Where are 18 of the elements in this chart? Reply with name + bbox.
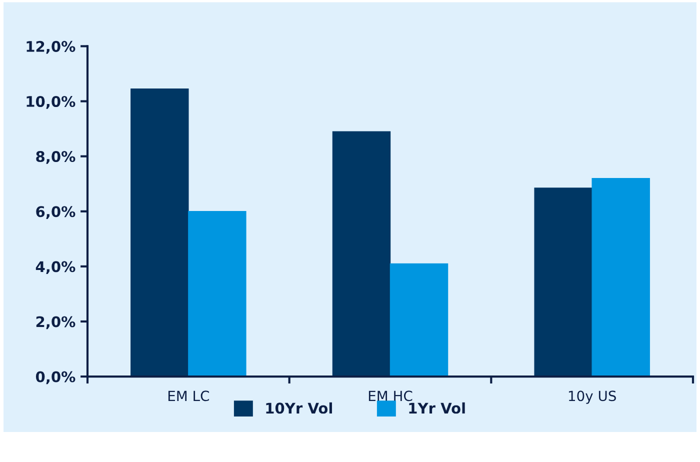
x-tick-label: 10y US: [568, 390, 616, 404]
y-tick-label: 8,0%: [36, 151, 76, 164]
y-tick-label: 2,0%: [36, 316, 76, 330]
bar: [188, 211, 246, 377]
bar: [390, 263, 448, 377]
x-tick-label: EM LC: [168, 390, 209, 402]
bar: [592, 178, 650, 377]
y-tick-label: 4,0%: [36, 261, 76, 274]
x-tick-label: EM HC: [368, 390, 412, 402]
y-tick-label: 0,0%: [36, 371, 76, 384]
legend-label: 10Yr Vol: [266, 402, 332, 414]
bar: [130, 88, 189, 377]
y-tick-label: 6,0%: [36, 206, 76, 219]
y-tick-label: 10,0%: [26, 96, 76, 109]
bar: [332, 131, 391, 377]
bar: [534, 188, 592, 377]
y-tick-label: 12,0%: [26, 40, 76, 54]
legend-label: 1Yr Vol: [409, 402, 465, 414]
